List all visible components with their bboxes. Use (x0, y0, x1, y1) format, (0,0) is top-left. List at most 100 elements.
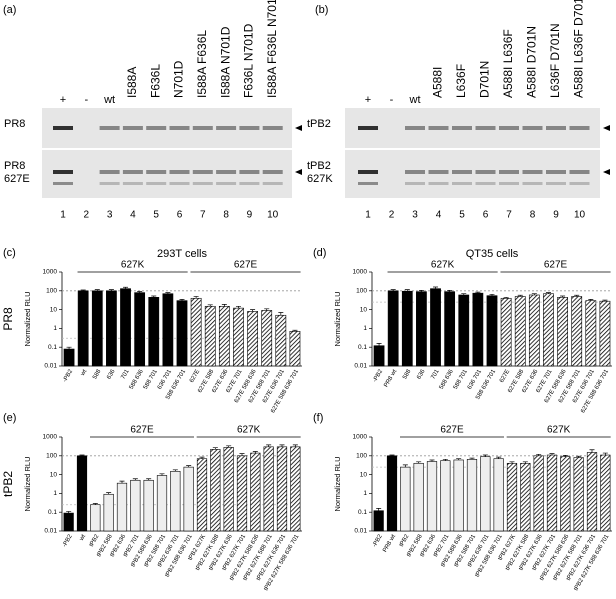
error-bar (456, 458, 462, 460)
bar (63, 512, 74, 532)
group-label: 627E (440, 425, 464, 436)
y-tick-label: 0.01 (44, 363, 57, 370)
gel-row-label: PR8 (4, 160, 25, 172)
y-tick-label: 10 (50, 306, 58, 313)
bar (76, 455, 88, 532)
gel-row-label: tPB2 (307, 160, 331, 172)
chart-title: 293T cells (157, 248, 207, 260)
bar (543, 293, 554, 367)
bar (91, 290, 103, 367)
lane-label: - (84, 94, 88, 106)
gel-band (452, 170, 472, 174)
error-bar (447, 290, 453, 292)
bar (599, 300, 611, 367)
bar (413, 462, 424, 532)
x-tick-label: wt (78, 534, 87, 543)
lane-label: N701D (172, 60, 186, 98)
x-tick-label: PR8 wt (382, 534, 397, 554)
lane-number: 6 (177, 210, 183, 221)
bar (210, 449, 221, 532)
panel-label: (c) (3, 247, 16, 259)
error-bar (522, 461, 528, 464)
bar (275, 314, 287, 367)
group-label: 627K (237, 425, 261, 436)
x-tick-label: 627E 588 636 701 (270, 368, 300, 414)
error-bar (418, 290, 424, 292)
lane-label: I588A F636L (195, 30, 209, 98)
bar (276, 446, 288, 532)
y-tick-label: 1000 (43, 434, 58, 441)
lane-label: - (390, 94, 394, 106)
bar (289, 331, 301, 367)
arrowhead (295, 169, 302, 175)
lane-label: A588I (431, 67, 445, 98)
error-bar (549, 453, 555, 456)
bar (183, 466, 194, 532)
lane-number: 1 (365, 210, 371, 221)
lane-label: + (60, 94, 66, 106)
gel-band (53, 126, 73, 130)
lane-label: wt (409, 94, 421, 106)
error-bar (239, 453, 245, 456)
gel-band (99, 126, 120, 130)
error-bar (602, 452, 608, 456)
bar (116, 482, 128, 532)
bar (426, 461, 438, 532)
error-bar (496, 456, 502, 459)
error-bar (429, 459, 435, 462)
lane-label: A588I L636F D701N (572, 0, 586, 98)
error-bar (207, 304, 213, 307)
gel-band (475, 182, 496, 185)
gel-row-label: tPB2 (307, 118, 331, 130)
y-tick-label: 1 (363, 490, 367, 497)
bar (196, 458, 208, 532)
y-axis-label: Normalized RLU (23, 291, 32, 346)
bar (170, 470, 181, 532)
y-tick-label: 100 (46, 288, 57, 295)
panel-label: (b) (315, 4, 328, 16)
y-tick-label: 10 (360, 306, 368, 313)
gel-band (262, 182, 283, 185)
gel-band (358, 182, 378, 185)
error-bar (186, 465, 192, 468)
error-bar (562, 455, 568, 457)
group-label: 627E (234, 260, 258, 271)
lane-number: 1 (60, 210, 66, 221)
error-bar (576, 455, 582, 458)
error-bar (574, 294, 580, 297)
gel-band (499, 126, 519, 130)
bar (148, 297, 160, 367)
x-tick-label: 627E (499, 369, 511, 384)
lane-label: I588A (125, 67, 139, 98)
bar (290, 446, 301, 532)
bar (458, 294, 470, 367)
lane-number: 3 (412, 210, 418, 221)
gel-band (239, 170, 260, 174)
error-bar (66, 511, 72, 514)
error-bar (80, 289, 86, 291)
bar (514, 296, 526, 367)
bar (500, 297, 512, 367)
lane-label: F636L (148, 64, 162, 98)
gel-band (53, 182, 73, 185)
lane-label: A588I D701N (525, 26, 539, 98)
error-bar (235, 305, 241, 309)
lane-number: 6 (483, 210, 489, 221)
gel-band (428, 126, 449, 130)
error-bar (250, 309, 256, 312)
bar (134, 292, 146, 367)
bar (250, 452, 261, 532)
panel-label: (a) (3, 4, 16, 16)
lane-number: 2 (389, 210, 395, 221)
error-bar (376, 508, 382, 511)
row-label: tPB2 (1, 471, 15, 497)
group-label: 627K (547, 425, 571, 436)
lane-label: I588A F636L N701D (265, 0, 279, 98)
gel-band (546, 182, 566, 185)
bar (557, 297, 568, 367)
panel-label: (d) (313, 247, 326, 259)
error-bar (266, 444, 272, 447)
bar (106, 290, 117, 367)
x-tick-label: tPB2 (89, 533, 101, 548)
